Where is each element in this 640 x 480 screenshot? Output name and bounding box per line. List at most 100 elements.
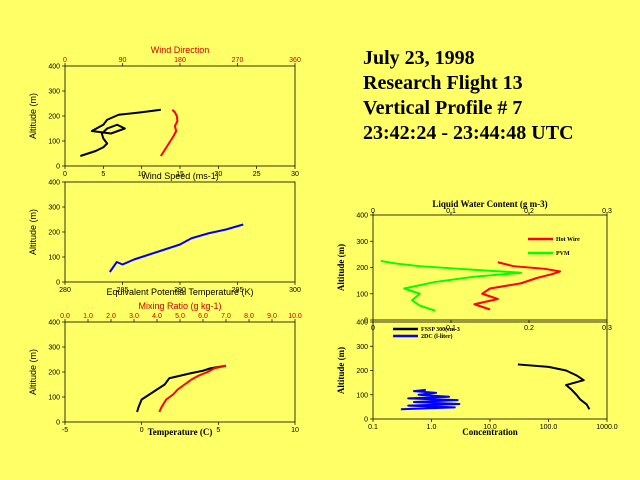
wind-xtick-label: 10 (138, 171, 146, 178)
wind-x2tick-label: 270 (232, 57, 244, 64)
lwc-series-hot-wire (473, 261, 562, 311)
concentration-series-2dc-l-liter- (400, 388, 461, 411)
theta_e-frame (64, 181, 296, 283)
lwc-legend-label: PVM (556, 251, 570, 257)
lwc-x-axis-title: Liquid Water Content (g m-3) (432, 199, 547, 209)
wind-ytick-label: 300 (48, 89, 60, 96)
lwc-toptick-label: 0.3 (602, 208, 612, 215)
concentration-xtick-label: 1.0 (427, 424, 437, 431)
temperature-x2tick-label: 6.0 (198, 313, 208, 320)
temperature-x2tick-label: 8.0 (244, 313, 254, 320)
theta_e-x-axis-title: Equivalent Potential Temperature (K) (107, 287, 254, 297)
wind-series-wind-speed (80, 108, 161, 157)
theta_e-ytick-label: 300 (48, 205, 60, 212)
time-range: 23:42:24 - 23:44:48 UTC (363, 122, 574, 144)
temperature-y-axis-title: Altitude (m) (28, 349, 38, 395)
lwc-toptick-label: 0.2 (524, 208, 534, 215)
concentration-ytick-label: 100 (356, 392, 368, 399)
temperature-x2tick-label: 2.0 (106, 313, 116, 320)
wind-y-axis-title: Altitude (m) (28, 93, 38, 139)
temperature-x2tick-label: 0.0 (60, 313, 70, 320)
wind-series-wind-direction (159, 109, 179, 157)
lwc-ytick-label: 0 (364, 318, 368, 325)
wind-x2tick-label: 0 (63, 57, 67, 64)
temperature-ytick-label: 300 (48, 345, 60, 352)
lwc-series-pvm (380, 259, 523, 312)
wind-x2tick-label: 90 (119, 57, 127, 64)
lwc-ytick-label: 100 (356, 291, 368, 298)
temperature-x2tick-label: 9.0 (267, 313, 277, 320)
wind-x2tick-label: 180 (174, 57, 186, 64)
temperature-xtick-label: -5 (62, 427, 68, 434)
lwc-ytick-label: 300 (356, 239, 368, 246)
temperature-ytick-label: 400 (48, 320, 60, 327)
concentration-ytick-label: 400 (356, 320, 368, 327)
temperature-x2tick-label: 3.0 (129, 313, 139, 320)
profile-number: Vertical Profile # 7 (363, 97, 523, 119)
concentration-xtick-label: 10.0 (483, 424, 497, 431)
wind-ytick-label: 400 (48, 64, 60, 71)
wind-ytick-label: 100 (48, 139, 60, 146)
lwc-xtick-label: 0.1 (446, 325, 456, 332)
lwc-frame (372, 214, 608, 321)
temperature-xtick-label: 0 (140, 427, 144, 434)
concentration-ytick-label: 0 (364, 417, 368, 424)
temperature-x2tick-label: 10.0 (288, 313, 302, 320)
concentration-legend-label: FSSP 300(cm-3 (421, 326, 460, 333)
flight-date: July 23, 1998 (363, 47, 475, 69)
wind-xtick-label: 30 (291, 171, 299, 178)
lwc-toptick-label: 0 (371, 208, 375, 215)
theta_e-ytick-label: 400 (48, 180, 60, 187)
flight-number: Research Flight 13 (363, 72, 523, 94)
lwc-ytick-label: 400 (356, 213, 368, 220)
temperature-ytick-label: 100 (48, 395, 60, 402)
temperature-x2tick-label: 7.0 (221, 313, 231, 320)
temperature-series-temperature (136, 364, 227, 413)
concentration-xtick-label: 100.0 (540, 424, 558, 431)
concentration-xtick-label: 1000.0 (596, 424, 618, 431)
temperature-xtick-label: 5 (216, 427, 220, 434)
temperature-x-axis-title: Temperature (C) (148, 427, 213, 437)
wind-xtick-label: 0 (63, 171, 67, 178)
temperature-ytick-label: 0 (56, 420, 60, 427)
wind-x-axis-title: Wind Speed (ms-1) (141, 171, 219, 181)
theta_e-xtick-label: 295 (232, 287, 244, 294)
lwc-legend-label: Hot Wire (556, 237, 580, 243)
temperature-x2-axis-title: Mixing Ratio (g kg-1) (138, 301, 221, 311)
temperature-series-mixing-ratio (158, 364, 227, 413)
wind-frame (64, 65, 296, 167)
temperature-xtick-label: 10 (291, 427, 299, 434)
lwc-ytick-label: 200 (356, 265, 368, 272)
title-block: July 23, 1998 Research Flight 13 Vertica… (363, 46, 574, 146)
temperature-x2tick-label: 5.0 (175, 313, 185, 320)
wind-ytick-label: 0 (56, 164, 60, 171)
concentration-y-axis-title: Altitude (m) (336, 347, 346, 394)
wind-ytick-label: 200 (48, 114, 60, 121)
theta_e-ytick-label: 200 (48, 230, 60, 237)
lwc-xtick-label: 0.2 (524, 325, 534, 332)
theta_e-xtick-label: 290 (174, 287, 186, 294)
temperature-x2tick-label: 4.0 (152, 313, 162, 320)
concentration-ytick-label: 200 (356, 368, 368, 375)
wind-xtick-label: 15 (176, 171, 184, 178)
wind-xtick-label: 5 (101, 171, 105, 178)
temperature-x2tick-label: 1.0 (83, 313, 93, 320)
concentration-ytick-label: 300 (356, 344, 368, 351)
wind-x2-axis-title: Wind Direction (151, 45, 210, 55)
theta_e-xtick-label: 300 (289, 287, 301, 294)
theta_e-ytick-label: 0 (56, 280, 60, 287)
temperature-frame (64, 321, 296, 423)
lwc-y-axis-title: Altitude (m) (336, 244, 346, 291)
temperature-ytick-label: 200 (48, 370, 60, 377)
concentration-x-axis-title: Concentration (462, 427, 518, 437)
theta_e-y-axis-title: Altitude (m) (28, 209, 38, 255)
wind-x2tick-label: 360 (289, 57, 301, 64)
wind-xtick-label: 25 (253, 171, 261, 178)
concentration-series-fssp-300-cm-3 (517, 363, 591, 410)
lwc-toptick-label: 0.1 (446, 208, 456, 215)
theta_e-xtick-label: 280 (59, 287, 71, 294)
theta_e-ytick-label: 100 (48, 255, 60, 262)
theta_e-series-theta-e (109, 223, 244, 273)
concentration-xtick-label: 0.1 (368, 424, 378, 431)
